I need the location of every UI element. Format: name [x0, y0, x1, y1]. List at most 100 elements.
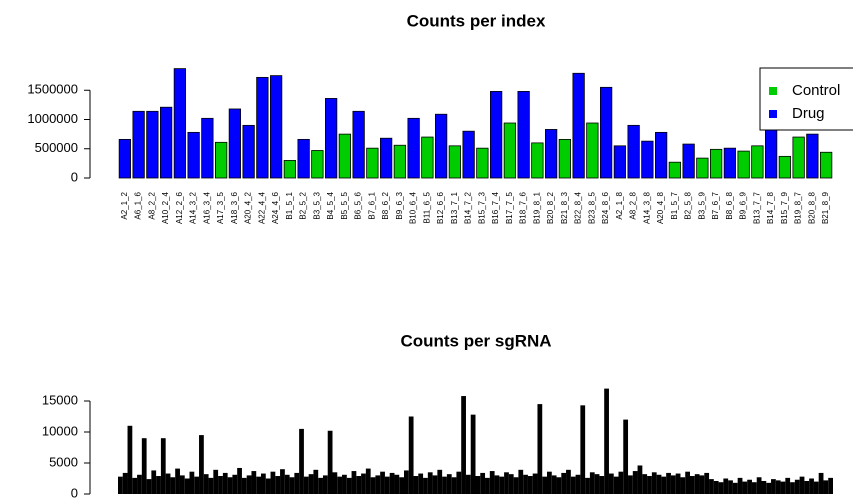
bar: [165, 473, 171, 494]
x-tick-label: B18_7_6: [519, 191, 528, 224]
bar: [351, 471, 357, 494]
x-tick-label: A12_2_6: [175, 191, 184, 224]
bar: [485, 477, 490, 494]
bar: [742, 481, 748, 494]
bar: [771, 479, 776, 494]
bar: [476, 147, 489, 179]
x-tick-label: B7_6_1: [367, 191, 376, 219]
bar: [227, 477, 233, 494]
bar: [823, 480, 829, 494]
bar: [332, 472, 338, 494]
bar: [256, 76, 269, 179]
bar: [542, 476, 547, 494]
x-tick-label: B24_8_6: [601, 191, 610, 224]
bar: [461, 396, 466, 494]
x-tick-label: B3_5_9: [697, 191, 706, 219]
bar: [489, 471, 495, 494]
bar: [370, 477, 376, 494]
x-tick-label: A8_2_8: [629, 191, 638, 219]
bar: [308, 474, 314, 494]
x-tick-label: B20_8_2: [546, 191, 555, 224]
x-tick-label: B21_8_9: [821, 191, 830, 224]
x-tick-label: B15_7_3: [477, 191, 486, 224]
bar: [379, 137, 393, 179]
bar: [785, 477, 791, 494]
bar: [627, 124, 640, 179]
bar: [218, 476, 223, 494]
x-tick-label: A10_2_4: [161, 191, 170, 224]
bar: [270, 471, 276, 494]
bar: [489, 91, 503, 179]
bar: [494, 475, 500, 494]
bar: [432, 475, 438, 494]
bar: [237, 467, 242, 494]
bar: [623, 419, 629, 494]
bar: [756, 477, 762, 494]
bar: [585, 477, 590, 494]
bar: [690, 476, 695, 494]
bar: [499, 476, 505, 494]
x-tick-label: B2_5_2: [299, 191, 308, 219]
bar: [365, 468, 371, 494]
bar: [513, 477, 519, 494]
bar: [764, 127, 778, 179]
bar: [792, 136, 805, 179]
x-tick-label: A14_3_2: [189, 191, 198, 224]
x-tick-label: A18_3_6: [230, 191, 239, 224]
bar: [366, 147, 379, 179]
bar: [265, 478, 271, 494]
y-tick-label: 1500000: [27, 82, 78, 97]
bar: [213, 469, 219, 494]
y-tick-label: 500000: [35, 140, 78, 155]
bar: [586, 122, 599, 179]
bar: [261, 473, 266, 494]
bar: [632, 471, 638, 494]
bar: [828, 477, 833, 494]
bar: [608, 473, 614, 494]
bar: [647, 476, 652, 494]
x-tick-label: A2_1_8: [615, 191, 624, 219]
bar: [704, 472, 710, 494]
bar: [146, 479, 152, 494]
bar: [275, 476, 281, 494]
bar: [137, 474, 142, 494]
bar: [413, 476, 419, 494]
x-tick-label: B1_5_7: [670, 191, 679, 219]
bar: [766, 482, 772, 494]
y-tick-label: 5000: [49, 454, 78, 469]
x-tick-label: B17_7_5: [505, 191, 514, 224]
bar: [718, 482, 724, 494]
bar: [427, 472, 433, 494]
bar: [462, 130, 475, 179]
bar: [434, 113, 448, 179]
x-tick-label: B3_5_3: [312, 191, 321, 219]
x-tick-label: B22_8_4: [574, 191, 583, 224]
bar: [465, 474, 471, 494]
bar: [289, 477, 295, 494]
bar: [269, 75, 283, 179]
y-tick-label: 15000: [42, 392, 78, 407]
bar: [551, 475, 557, 494]
bar: [480, 472, 486, 494]
bar: [556, 477, 562, 494]
bar: [696, 157, 709, 179]
bar: [680, 477, 686, 494]
x-tick-label: A22_4_4: [257, 191, 266, 224]
x-tick-label: B8_6_2: [381, 191, 390, 219]
bar: [637, 465, 643, 494]
legend-label: Drug: [792, 105, 825, 122]
legend-label: Control: [792, 82, 840, 99]
x-tick-label: B14_7_2: [464, 191, 473, 224]
bar: [654, 131, 668, 179]
x-tick-label: A8_2_2: [147, 191, 156, 219]
bar: [442, 476, 447, 494]
bar: [818, 472, 824, 494]
x-tick-label: A24_4_6: [271, 191, 280, 224]
bar: [322, 475, 328, 494]
bar: [728, 480, 733, 494]
bar: [437, 469, 443, 494]
bar: [159, 106, 173, 179]
x-tick-label: B8_6_8: [725, 191, 734, 219]
bar: [251, 471, 257, 494]
bar: [780, 481, 786, 494]
